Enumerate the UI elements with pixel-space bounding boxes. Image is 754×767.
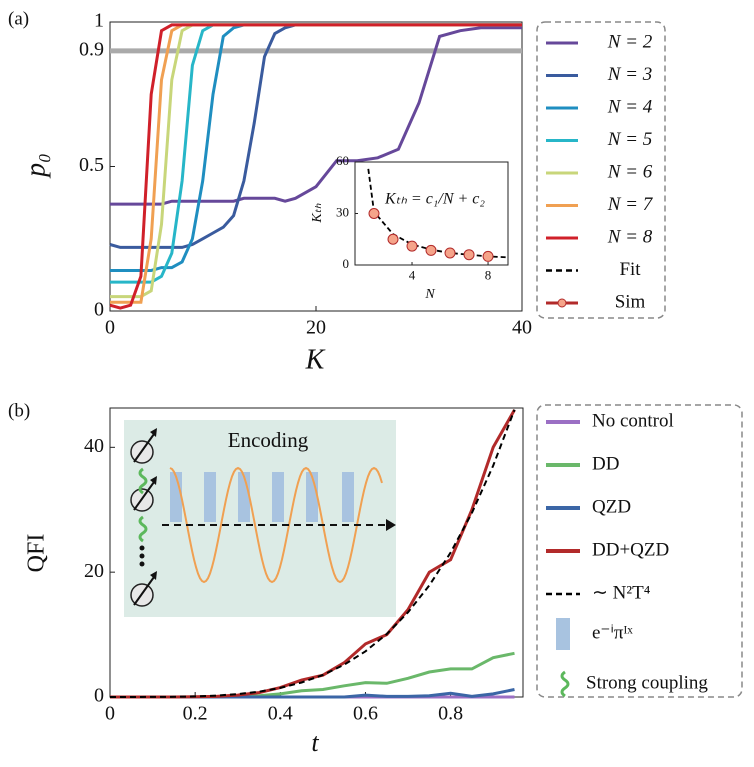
series-line [110, 26, 522, 206]
y-axis-label: p₀ [20, 153, 51, 179]
x-tick-label: 0 [105, 317, 115, 339]
spin-arrowhead [150, 571, 157, 580]
sim-point [368, 208, 380, 219]
y-axis-label: QFI [24, 534, 50, 573]
spin-arrow [133, 481, 155, 511]
annotation: Kₜₕ = c₁/N + c₂ [384, 191, 485, 208]
x-tick-label: 0.2 [183, 703, 208, 725]
x-tick-label: 4 [409, 268, 416, 283]
legend-label: QZD [592, 496, 631, 517]
legend-label: No control [592, 410, 674, 431]
panel-label: (a) [8, 8, 29, 29]
x-tick-label: 0 [105, 703, 115, 725]
legend-label: N = 5 [607, 129, 653, 150]
legend-label: DD+QZD [592, 539, 669, 560]
legend-marker [557, 298, 567, 308]
x-axis-label: N [424, 287, 435, 302]
legend-swatch [560, 670, 570, 698]
pulse-bar [272, 472, 284, 522]
y-tick-label: 20 [84, 560, 104, 582]
pulse-bar [342, 472, 354, 522]
legend-label: e⁻ⁱπᴵˣ [592, 622, 633, 643]
sim-point [463, 249, 475, 261]
y-tick-label: 40 [84, 435, 104, 457]
x-tick-label: 20 [306, 317, 326, 339]
pulse-bar [204, 472, 216, 522]
legend-label: N = 2 [607, 31, 653, 52]
series-line [110, 651, 515, 699]
y-tick-label: 60 [336, 153, 349, 168]
coupling-wave [138, 515, 148, 543]
spin-arrow [133, 576, 155, 606]
x-axis-label: K [305, 344, 326, 375]
y-tick-label: 0.9 [79, 38, 104, 60]
y-tick-label: 1 [94, 10, 104, 32]
y-tick-label: 0.5 [79, 154, 104, 176]
legend-label: N = 4 [607, 96, 653, 117]
legend-label: N = 8 [607, 226, 653, 247]
legend-box [536, 404, 743, 698]
legend-label: ∼ N²T⁴ [592, 582, 651, 603]
sim-point [425, 244, 437, 256]
ellipsis-dot [139, 561, 145, 567]
legend-label: N = 7 [607, 194, 654, 215]
spin-arrow [133, 433, 155, 463]
legend-label: DD [592, 453, 619, 474]
coupling-wave [138, 467, 148, 495]
x-tick-label: 40 [512, 317, 532, 339]
x-tick-label: 0.4 [268, 703, 293, 725]
legend-label: Sim [615, 291, 646, 312]
panel-label: (b) [8, 400, 30, 421]
x-tick-label: 0.6 [353, 703, 378, 725]
arrow-head [386, 519, 396, 531]
series-line [110, 409, 516, 698]
legend-label: Strong coupling [586, 672, 708, 693]
sim-point [406, 240, 418, 252]
legend-label: Fit [619, 259, 641, 280]
legend-swatch [556, 618, 570, 650]
spin-arrowhead [150, 428, 157, 437]
series-line [109, 23, 522, 310]
ellipsis-dot [139, 545, 145, 551]
y-tick-label: 0 [94, 685, 104, 707]
y-tick-label: 0 [94, 299, 104, 321]
y-tick-label: 0 [343, 256, 350, 271]
sim-point [387, 233, 399, 245]
x-tick-label: 8 [485, 268, 492, 283]
sim-point [444, 247, 456, 259]
y-axis-label: Kₜₕ [310, 203, 325, 223]
spin-arrowhead [150, 476, 157, 485]
legend-label: N = 6 [607, 161, 653, 182]
legend-box [536, 21, 666, 319]
encoding-wave [169, 466, 383, 584]
ellipsis-dot [139, 553, 145, 559]
x-axis-label: t [311, 728, 319, 757]
x-tick-label: 0.8 [438, 703, 463, 725]
series-line [110, 409, 516, 699]
legend-label: N = 3 [607, 64, 653, 85]
inset-title: Encoding [228, 428, 309, 452]
y-tick-label: 30 [336, 204, 349, 219]
sim-point [482, 250, 494, 262]
